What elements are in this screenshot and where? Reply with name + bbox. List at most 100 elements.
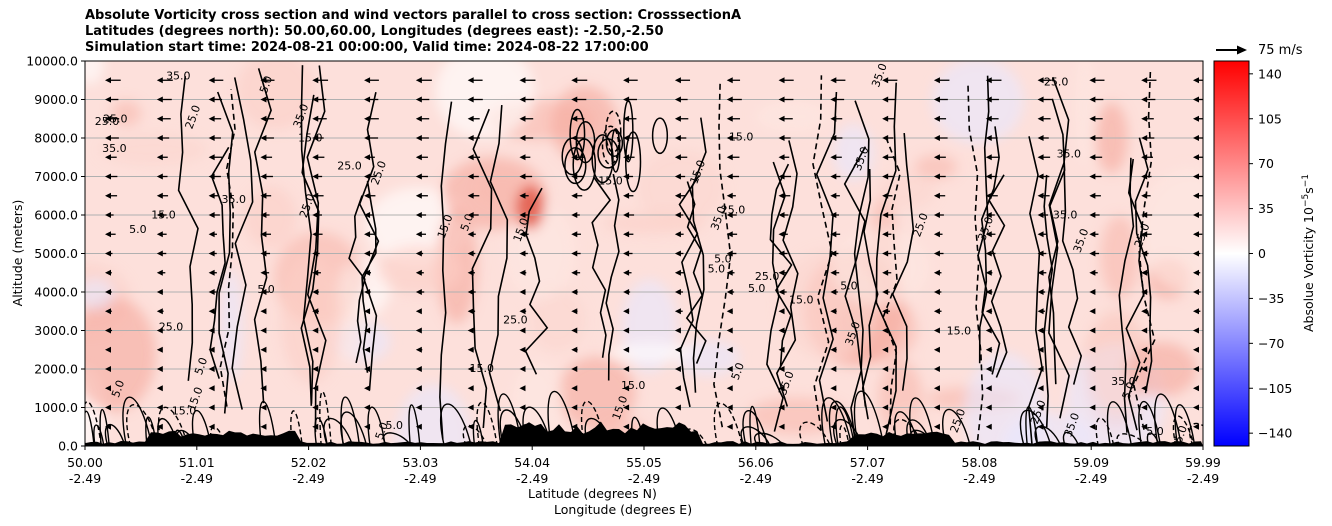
wind-arrow	[1089, 404, 1096, 411]
contour-label: 15.0	[469, 362, 494, 375]
wind-arrow	[1141, 135, 1155, 141]
x-tick-label-lon: -2.49	[963, 471, 995, 486]
wind-arrow	[1141, 346, 1148, 353]
contour-label: 35.0	[221, 193, 246, 206]
vorticity-patch	[85, 296, 156, 412]
wind-arrow	[260, 404, 267, 411]
wind-arrow	[985, 250, 996, 257]
contour-line	[977, 75, 990, 364]
vorticity-patch	[931, 61, 1024, 145]
y-axis-ticks: 0.0 1000.0 2000.0 3000.0 4000.0 5000.0 6000.0 7…	[26, 54, 85, 454]
contour-line	[742, 410, 769, 446]
wind-arrow	[415, 385, 422, 392]
wind-arrow	[726, 404, 733, 411]
x-tick-label-lon: -2.49	[851, 471, 883, 486]
wind-arrow	[156, 135, 170, 141]
wind-arrow	[778, 115, 793, 122]
plot-area: 5.025.035.025.025.025.05.015.05.035.035.…	[85, 61, 1203, 446]
x-tick-label-lat: 55.05	[626, 455, 662, 470]
wind-arrow	[156, 308, 164, 315]
wind-arrow	[830, 212, 840, 218]
wind-arrow	[1089, 423, 1096, 430]
wind-arrow	[519, 173, 533, 180]
wind-arrow	[156, 154, 168, 161]
wind-arrow	[156, 327, 163, 334]
wind-arrow	[623, 269, 632, 276]
wind-arrow	[519, 212, 529, 218]
wind-arrow	[105, 192, 118, 199]
contour-label: 15.0	[947, 325, 972, 338]
wind-arrow	[623, 173, 634, 180]
wind-arrow	[208, 173, 221, 180]
x-tick-label-lon: -2.49	[740, 471, 772, 486]
contour-line	[547, 390, 577, 446]
wind-arrow	[260, 231, 272, 238]
wind-arrow	[312, 269, 321, 276]
wind-arrow	[208, 231, 217, 238]
wind-arrow	[312, 423, 319, 430]
vorticity-patch	[1088, 305, 1148, 416]
wind-arrow	[623, 212, 635, 218]
vorticity-patch	[85, 61, 104, 85]
wind-arrow	[364, 346, 371, 353]
wind-arrow	[519, 192, 529, 199]
wind-arrow	[985, 115, 999, 122]
wind-arrow	[882, 173, 893, 180]
contour-line	[909, 397, 936, 446]
contour-line	[891, 133, 915, 391]
wind-arrow	[467, 404, 474, 411]
wind-arrow	[105, 212, 114, 218]
wind-arrow	[1193, 404, 1199, 411]
contour-label: 5.0	[458, 212, 476, 233]
wind-arrow	[985, 404, 992, 411]
contour-line	[472, 420, 484, 446]
contour-line	[815, 91, 838, 422]
wind-arrow	[830, 346, 837, 353]
contour-label: 25.0	[503, 313, 528, 326]
wind-arrow	[830, 77, 846, 84]
wind-arrow	[1037, 404, 1044, 411]
wind-arrow	[312, 154, 325, 161]
wind-arrow	[364, 154, 375, 161]
wind-arrow	[105, 346, 111, 353]
wind-arrow	[364, 192, 376, 199]
wind-arrow	[933, 269, 942, 276]
wind-arrow	[156, 250, 167, 257]
wind-arrow	[1089, 77, 1105, 84]
y-tick-label: 5000.0	[34, 246, 78, 261]
wind-arrow	[1089, 346, 1096, 353]
contour-line	[358, 92, 380, 391]
wind-arrow	[1037, 327, 1045, 334]
wind-arrow	[312, 404, 319, 411]
vorticity-patch	[236, 61, 315, 130]
wind-arrow	[1037, 423, 1044, 430]
contour-line	[835, 406, 856, 446]
wind-arrow	[208, 385, 215, 392]
colorbar-tick-label: 140	[1258, 66, 1282, 81]
wind-arrow	[105, 135, 119, 141]
wind-arrow	[726, 115, 741, 122]
wind-arrow	[260, 289, 269, 295]
wind-arrow	[933, 212, 944, 218]
wind-arrow	[1193, 289, 1201, 295]
colorbar-tick-label: −105	[1258, 381, 1292, 396]
wind-vectors	[105, 77, 1203, 430]
wind-arrow	[1089, 250, 1100, 257]
wind-arrow	[623, 404, 630, 411]
x-tick-label-lon: -2.49	[1075, 471, 1107, 486]
x-tick-label-lat: 52.02	[291, 455, 327, 470]
wind-arrow	[1037, 212, 1049, 218]
wind-arrow	[933, 404, 940, 411]
wind-arrow	[364, 135, 379, 141]
wind-arrow	[933, 385, 940, 392]
x-tick-label-lon: -2.49	[292, 471, 324, 486]
contour-line	[766, 161, 786, 432]
wind-arrow	[985, 192, 998, 199]
contour-line	[861, 168, 879, 420]
wind-arrow	[156, 289, 164, 295]
vorticity-patch	[676, 339, 740, 377]
wind-arrow	[1141, 115, 1154, 122]
wind-arrow	[208, 154, 223, 161]
contour-line	[1048, 98, 1066, 385]
contour-label: 5.0	[1146, 425, 1164, 438]
